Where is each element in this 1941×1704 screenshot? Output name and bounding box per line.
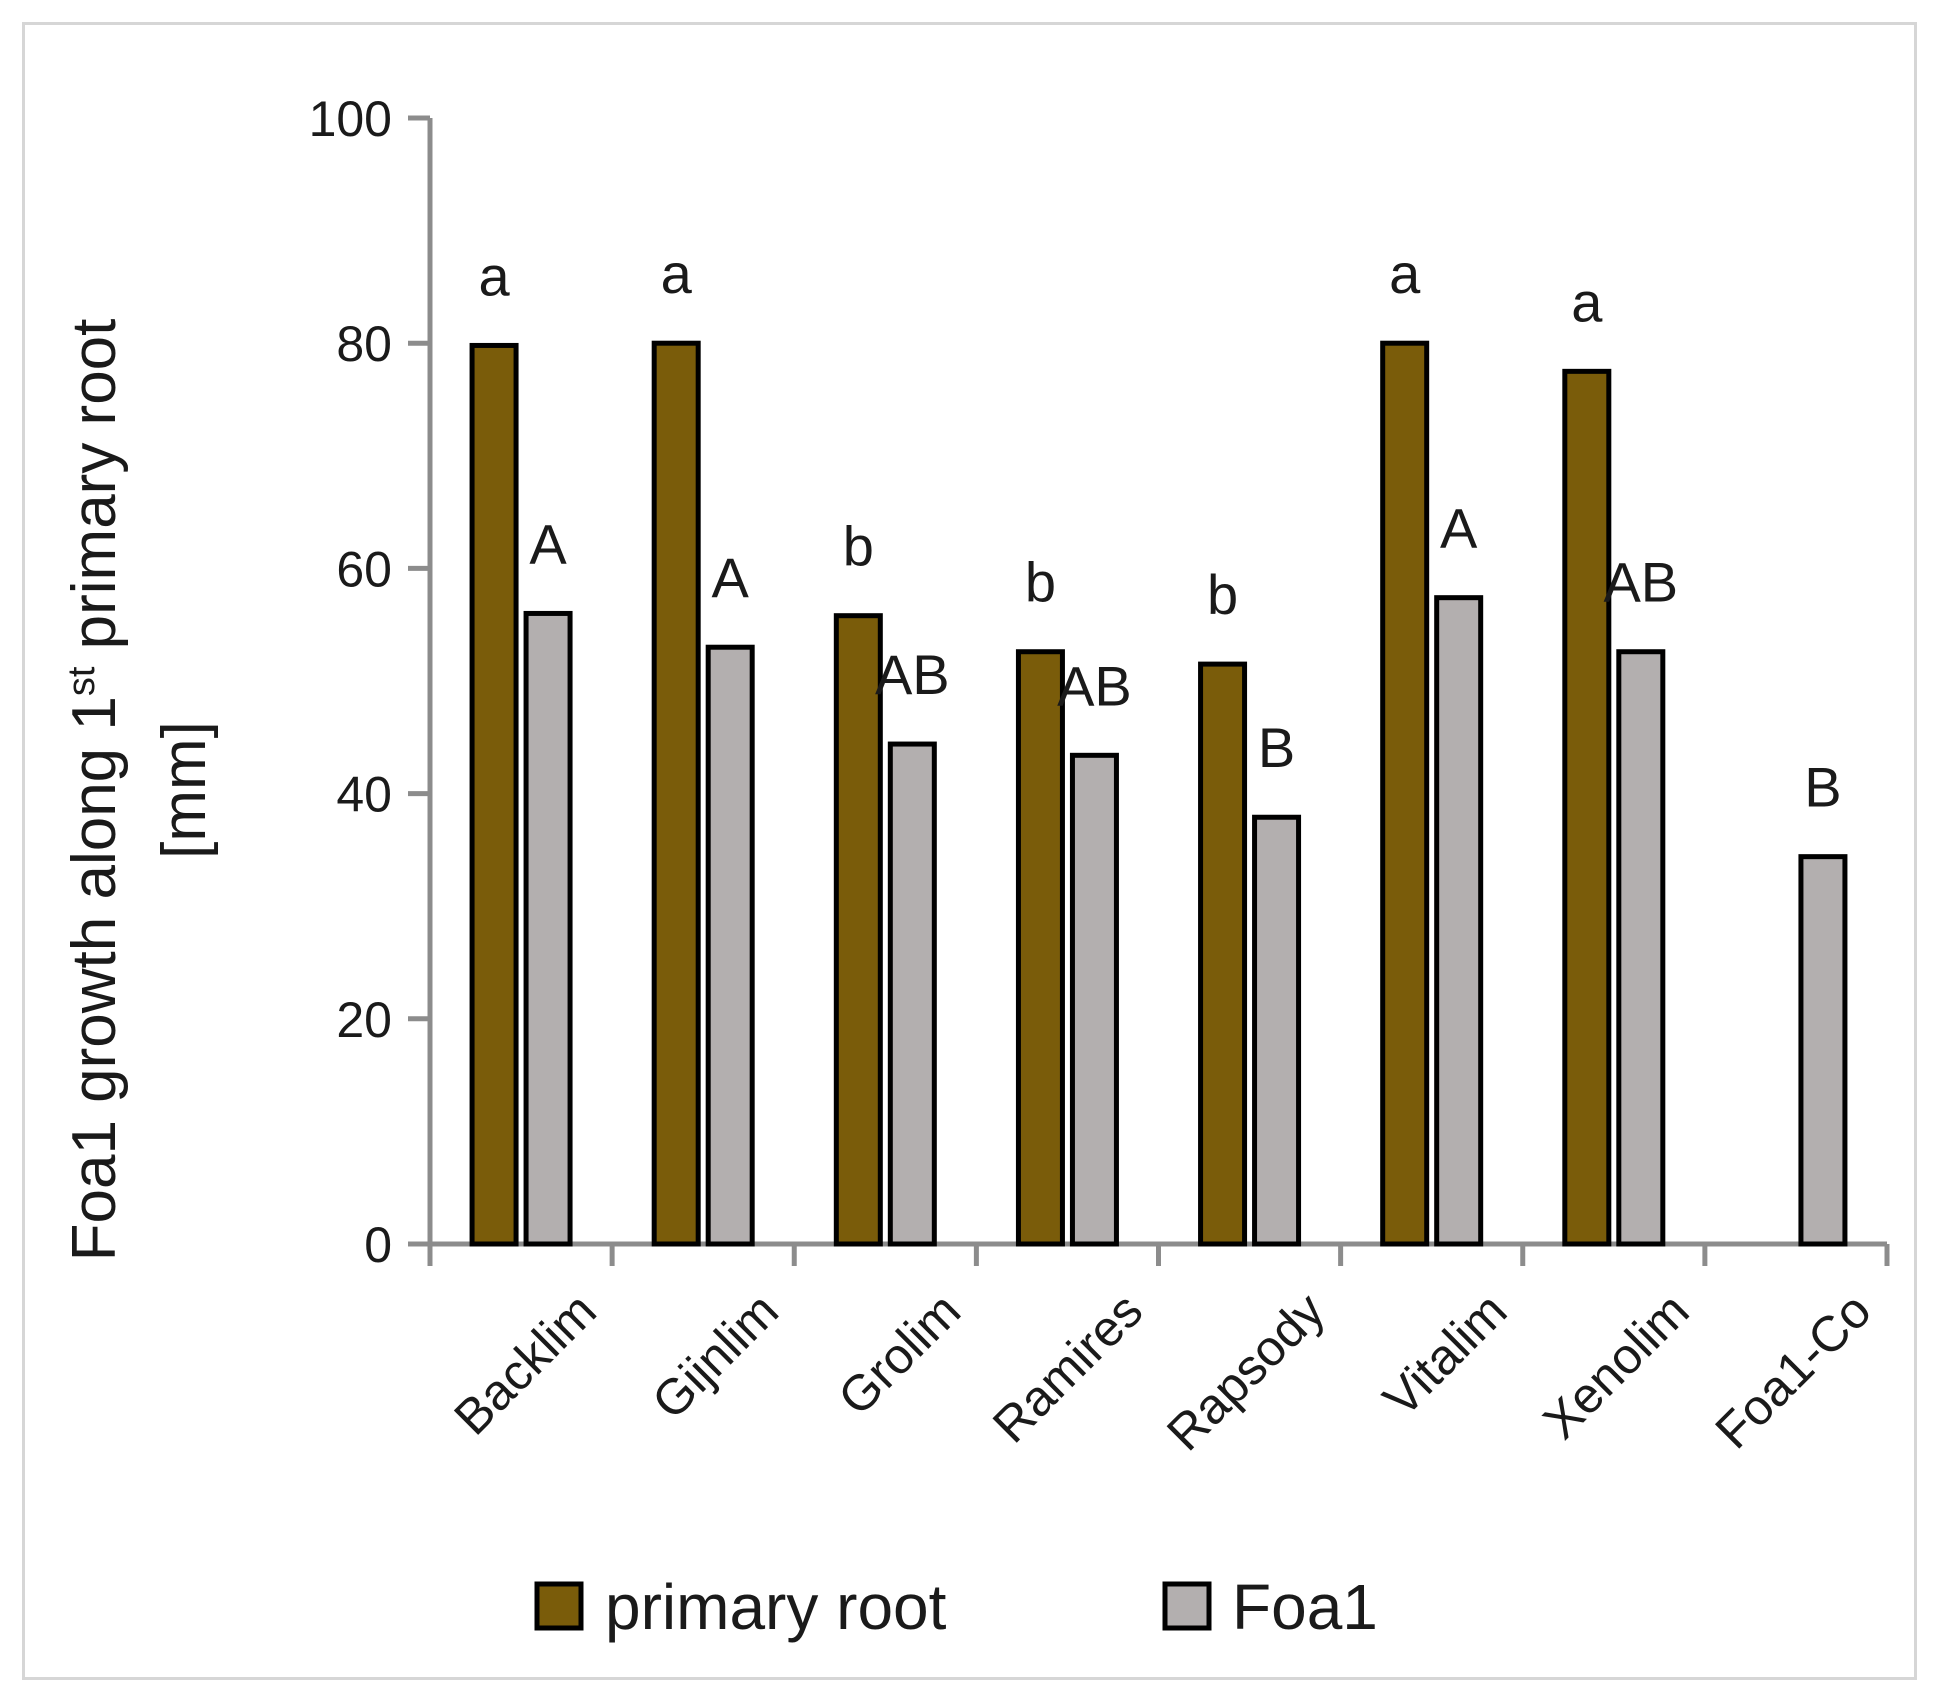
bar-primary-root-grolim — [833, 613, 883, 1247]
y-ticks: 0 20 40 60 80 100 — [309, 91, 430, 1273]
significance-label: a — [478, 244, 510, 307]
bar-foa1-vitalim — [1434, 595, 1484, 1247]
legend-label-foa1: Foa1 — [1232, 1571, 1378, 1643]
significance-label: AB — [1057, 654, 1132, 717]
bar-foa1-rapsody — [1252, 814, 1302, 1247]
significance-label: AB — [1603, 551, 1678, 614]
category-label: Vitalim — [1372, 1282, 1517, 1427]
y-tick-label: 20 — [336, 992, 392, 1048]
bar-primary-root-gijnlim — [651, 340, 701, 1247]
category-labels: Backlim Gijnlim Grolim Ramires Rapsody Vitali… — [443, 1282, 1881, 1461]
y-tick-label: 100 — [309, 91, 392, 147]
significance-label: b — [1207, 563, 1238, 626]
significance-label: b — [843, 515, 874, 578]
bar-foa1-backlim — [523, 610, 573, 1247]
y-axis-title-prefix: Foa1 growth along 1 — [60, 696, 129, 1261]
bar-primary-root-backlim — [469, 342, 519, 1247]
significance-label: B — [1258, 716, 1295, 779]
y-tick-label: 60 — [336, 541, 392, 597]
category-label: Rapsody — [1156, 1282, 1335, 1461]
significance-label: a — [661, 242, 693, 305]
y-axis-title-suffix: primary root — [60, 319, 129, 667]
legend-swatch-primary-root — [534, 1581, 584, 1631]
axes — [427, 118, 1890, 1266]
legend-swatch-foa1 — [1162, 1581, 1212, 1631]
bar-foa1-grolim — [887, 741, 937, 1247]
significance-label: B — [1804, 756, 1841, 819]
bars — [469, 340, 1848, 1247]
y-axis-title-line2: [mm] — [150, 721, 219, 859]
significance-label: a — [1389, 242, 1421, 305]
y-tick-label: 40 — [336, 767, 392, 823]
significance-label: A — [1440, 497, 1478, 560]
legend: primary root Foa1 — [534, 1571, 1378, 1643]
bar-primary-root-xenolim — [1562, 368, 1612, 1247]
significance-label: A — [529, 512, 567, 575]
significance-label: A — [712, 546, 750, 609]
bar-primary-root-vitalim — [1380, 340, 1430, 1247]
y-axis-title-sup: st — [61, 666, 103, 696]
category-label: Xenolim — [1532, 1282, 1699, 1449]
y-tick-label: 0 — [364, 1217, 392, 1273]
chart-frame — [22, 22, 1917, 1680]
significance-label: b — [1025, 551, 1056, 614]
bar-foa1-ramires — [1069, 752, 1119, 1247]
significance-label: AB — [875, 643, 950, 706]
category-label: Gijnlim — [641, 1282, 789, 1430]
bar-primary-root-ramires — [1015, 649, 1065, 1247]
category-label: Ramires — [982, 1282, 1153, 1453]
category-label: Foa1-Co — [1705, 1282, 1882, 1459]
bar-foa1-foa1-co — [1798, 854, 1848, 1247]
bar-primary-root-rapsody — [1198, 661, 1248, 1247]
significance-label: a — [1571, 270, 1603, 333]
category-label: Grolim — [827, 1282, 971, 1426]
category-label: Backlim — [443, 1282, 606, 1445]
y-tick-label: 80 — [336, 316, 392, 372]
legend-label-primary-root: primary root — [605, 1571, 947, 1643]
y-axis-title-line1: Foa1 growth along 1st primary root — [60, 319, 129, 1262]
bar-foa1-xenolim — [1616, 649, 1666, 1247]
bar-foa1-gijnlim — [705, 644, 755, 1247]
